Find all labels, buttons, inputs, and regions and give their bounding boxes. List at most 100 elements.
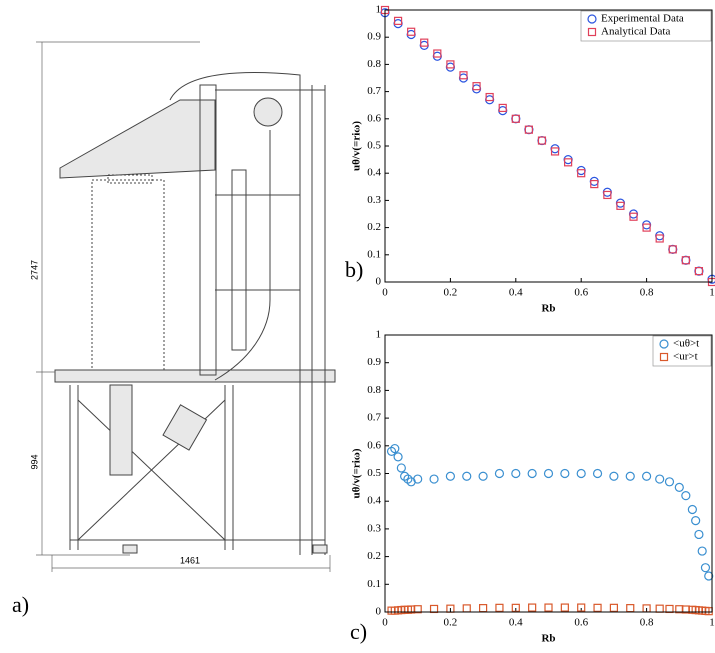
data-point: [577, 603, 586, 612]
data-point: [655, 604, 664, 613]
data-point: [396, 463, 406, 473]
data-point: [524, 125, 533, 134]
panel-label: b): [345, 257, 363, 282]
data-point: [590, 179, 599, 189]
legend-marker: [659, 352, 669, 362]
y-tick-label: 0: [376, 276, 382, 288]
x-tick-label: 0.2: [444, 617, 458, 629]
data-point: [550, 144, 560, 154]
data-point: [406, 29, 416, 40]
data-point: [576, 165, 586, 176]
machine-drawing: [54, 72, 336, 555]
y-tick-label: 0.8: [367, 384, 381, 396]
x-axis-label: Rb: [541, 303, 555, 315]
data-point: [479, 604, 488, 613]
data-point: [564, 158, 573, 167]
legend-label: Analytical Data: [601, 26, 670, 38]
data-point: [527, 468, 537, 479]
data-point: [511, 114, 520, 123]
legend-label: <ur>t: [673, 351, 698, 363]
y-tick-label: 1: [376, 4, 382, 16]
data-point: [498, 106, 508, 116]
plot-frame: [384, 334, 713, 613]
y-tick-label: 0.7: [367, 85, 381, 97]
data-point: [592, 468, 603, 479]
y-tick-label: 0.5: [367, 467, 381, 479]
x-tick-label: 0.6: [574, 617, 588, 629]
x-tick-label: 0.4: [509, 287, 523, 299]
data-point: [478, 471, 488, 481]
legend-marker: [587, 14, 597, 24]
x-tick-label: 0.8: [640, 287, 654, 299]
data-point: [419, 40, 429, 50]
data-point: [537, 135, 547, 146]
data-point: [668, 244, 678, 254]
data-point: [668, 245, 677, 254]
data-point: [485, 92, 494, 102]
data-point: [609, 603, 619, 612]
x-tick-label: 0.8: [640, 617, 654, 629]
data-point: [458, 73, 469, 83]
data-point: [694, 267, 704, 276]
data-point: [390, 443, 400, 454]
data-point: [433, 49, 442, 58]
data-point: [413, 605, 422, 614]
x-tick-label: 0.6: [574, 287, 588, 299]
data-point: [446, 60, 455, 69]
y-axis-label: uθ/v(=riω): [351, 121, 363, 171]
data-point: [550, 147, 560, 156]
data-point: [495, 603, 504, 612]
data-point: [524, 125, 534, 135]
y-tick-label: 0.3: [367, 194, 381, 206]
data-point: [697, 546, 707, 556]
panel-label: a): [12, 592, 29, 617]
data-point: [462, 471, 472, 481]
y-tick-label: 0.8: [367, 58, 381, 70]
y-tick-label: 0.9: [367, 31, 381, 43]
legend-label: <uθ>t: [673, 338, 699, 350]
y-tick-label: 0.2: [367, 221, 381, 233]
data-point: [429, 604, 439, 614]
data-point: [560, 468, 570, 479]
x-tick-label: 1: [709, 287, 715, 299]
data-point: [655, 474, 665, 484]
data-point: [511, 468, 521, 479]
data-point: [642, 223, 651, 232]
data-point: [576, 468, 586, 479]
data-point: [664, 477, 675, 487]
data-point: [687, 504, 697, 515]
data-point: [432, 51, 442, 61]
data-point: [665, 604, 674, 614]
data-point: [420, 38, 429, 47]
data-point: [485, 95, 495, 105]
data-point: [413, 474, 423, 484]
data-point: [445, 471, 455, 481]
data-point: [593, 603, 602, 612]
panel-label: c): [350, 619, 367, 644]
y-tick-label: 1: [376, 329, 382, 341]
data-point: [471, 84, 482, 94]
data-point: [494, 468, 505, 479]
y-tick-label: 0.4: [367, 495, 381, 507]
data-point: [700, 563, 711, 573]
x-axis-label: Rb: [541, 633, 555, 645]
data-point: [602, 187, 612, 197]
y-tick-label: 0.7: [367, 412, 381, 424]
y-tick-label: 0.9: [367, 356, 381, 368]
dimension-label: 2747: [29, 260, 39, 280]
plot-frame: [384, 9, 713, 283]
data-point: [537, 136, 547, 145]
data-point: [462, 604, 471, 613]
x-tick-label: 1: [709, 617, 715, 629]
data-point: [407, 27, 416, 36]
data-point: [528, 603, 537, 612]
legend-box: [580, 10, 712, 42]
data-point: [626, 604, 635, 613]
data-point: [511, 603, 520, 612]
legend-marker: [587, 27, 597, 37]
y-tick-label: 0.1: [367, 578, 381, 590]
data-point: [628, 209, 639, 219]
y-tick-label: 0.3: [367, 522, 381, 534]
data-point: [641, 471, 652, 481]
